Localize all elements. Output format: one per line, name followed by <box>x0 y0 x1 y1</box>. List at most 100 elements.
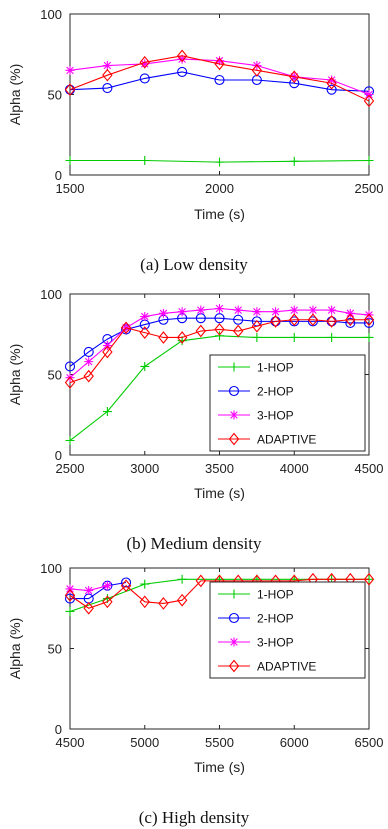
x-tick-label: 3000 <box>130 461 159 476</box>
legend: 1-HOP 2-HOP 3-HOP ADAPTIVE <box>209 354 366 452</box>
legend-label: 2-HOP <box>257 385 294 399</box>
y-axis-label: Alpha (%) <box>7 618 23 679</box>
legend-marker <box>228 612 240 624</box>
x-axis-label: Time (s) <box>194 759 245 775</box>
legend-label: 1-HOP <box>257 588 294 602</box>
y-axis-label: Alpha (%) <box>7 64 23 125</box>
data-point <box>308 305 318 315</box>
series-adaptive <box>64 313 375 389</box>
chart-medium-density: 2500 3000 3500 4000 4500 0 50 100 Time (s) Alpha … <box>7 287 383 553</box>
chart-caption: (b) Medium density <box>126 534 262 553</box>
legend-marker <box>228 432 240 446</box>
y-tick-label: 50 <box>48 88 62 103</box>
chart-low-density: 1500 2000 2500 0 50 100 Time (s) Alpha (%) (a) L… <box>7 7 383 274</box>
x-tick-label: 2000 <box>205 181 234 196</box>
chart-caption: (c) High density <box>139 808 250 827</box>
data-point <box>84 586 94 596</box>
data-point <box>307 313 319 327</box>
y-tick-label: 50 <box>48 368 62 383</box>
legend-label: 3-HOP <box>257 409 294 423</box>
series-line <box>69 319 369 384</box>
data-point <box>140 156 150 166</box>
chart-caption: (a) Low density <box>140 255 248 274</box>
data-point <box>326 76 337 90</box>
data-point <box>102 595 113 609</box>
data-point <box>363 572 375 586</box>
legend-marker <box>228 385 240 397</box>
legend-label: 2-HOP <box>257 612 294 626</box>
data-point <box>327 332 337 342</box>
x-tick-label: 1500 <box>56 181 85 196</box>
y-tick-label: 0 <box>55 168 62 183</box>
data-point <box>102 68 113 82</box>
data-point <box>65 606 75 616</box>
data-point <box>64 376 76 389</box>
data-point <box>363 313 375 327</box>
data-point <box>215 331 224 341</box>
data-point <box>140 361 150 371</box>
data-point <box>326 315 337 328</box>
x-tick-label: 4500 <box>355 461 384 476</box>
data-point <box>177 54 187 64</box>
data-point <box>270 315 281 328</box>
data-point <box>139 73 150 84</box>
data-point <box>102 61 112 71</box>
chart-high-density: 4500 5000 5500 6000 6500 0 50 100 Time (s) Alpha … <box>7 561 383 827</box>
legend-marker <box>228 659 240 673</box>
legend: 1-HOP 2-HOP 3-HOP ADAPTIVE <box>209 581 366 679</box>
data-point <box>289 70 300 84</box>
data-point <box>176 331 188 344</box>
data-point <box>102 341 112 351</box>
legend-label: ADAPTIVE <box>257 433 316 447</box>
data-point <box>232 324 244 338</box>
data-point <box>215 157 224 167</box>
legend-label: 3-HOP <box>257 636 294 650</box>
data-point <box>289 313 300 327</box>
data-point <box>364 156 374 166</box>
data-point <box>140 59 150 69</box>
data-point <box>139 326 150 340</box>
data-point <box>177 307 187 317</box>
data-point <box>176 593 188 607</box>
data-point <box>102 407 112 417</box>
y-tick-label: 50 <box>48 642 62 657</box>
data-point <box>215 303 224 313</box>
data-point <box>177 574 187 584</box>
data-point <box>65 584 75 594</box>
data-point <box>121 577 132 588</box>
data-point <box>233 314 244 325</box>
data-point <box>158 331 169 344</box>
data-point <box>326 84 337 95</box>
data-point <box>195 574 207 588</box>
data-point <box>120 321 132 335</box>
data-point <box>139 55 150 69</box>
series-line <box>69 55 370 102</box>
data-point <box>176 49 188 63</box>
data-point <box>289 332 299 342</box>
data-point <box>84 357 94 367</box>
data-point <box>65 436 75 446</box>
y-tick-label: 0 <box>55 448 62 463</box>
data-point <box>83 346 94 358</box>
data-point <box>64 589 76 602</box>
data-point <box>102 581 112 591</box>
legend-marker <box>229 589 239 599</box>
x-tick-label: 5000 <box>130 735 159 750</box>
series-line <box>69 71 370 92</box>
data-point <box>289 156 299 166</box>
data-point <box>158 308 168 318</box>
data-point <box>158 597 169 610</box>
x-tick-label: 6500 <box>355 735 384 750</box>
data-point <box>140 312 150 322</box>
data-point <box>251 319 263 333</box>
x-tick-label: 6000 <box>280 735 309 750</box>
data-point <box>102 83 113 94</box>
data-point <box>271 307 281 317</box>
series-line <box>70 581 127 600</box>
data-point <box>327 305 337 315</box>
data-point <box>65 156 75 166</box>
data-point <box>195 324 207 338</box>
y-tick-label: 100 <box>40 287 62 302</box>
data-point <box>214 313 225 324</box>
